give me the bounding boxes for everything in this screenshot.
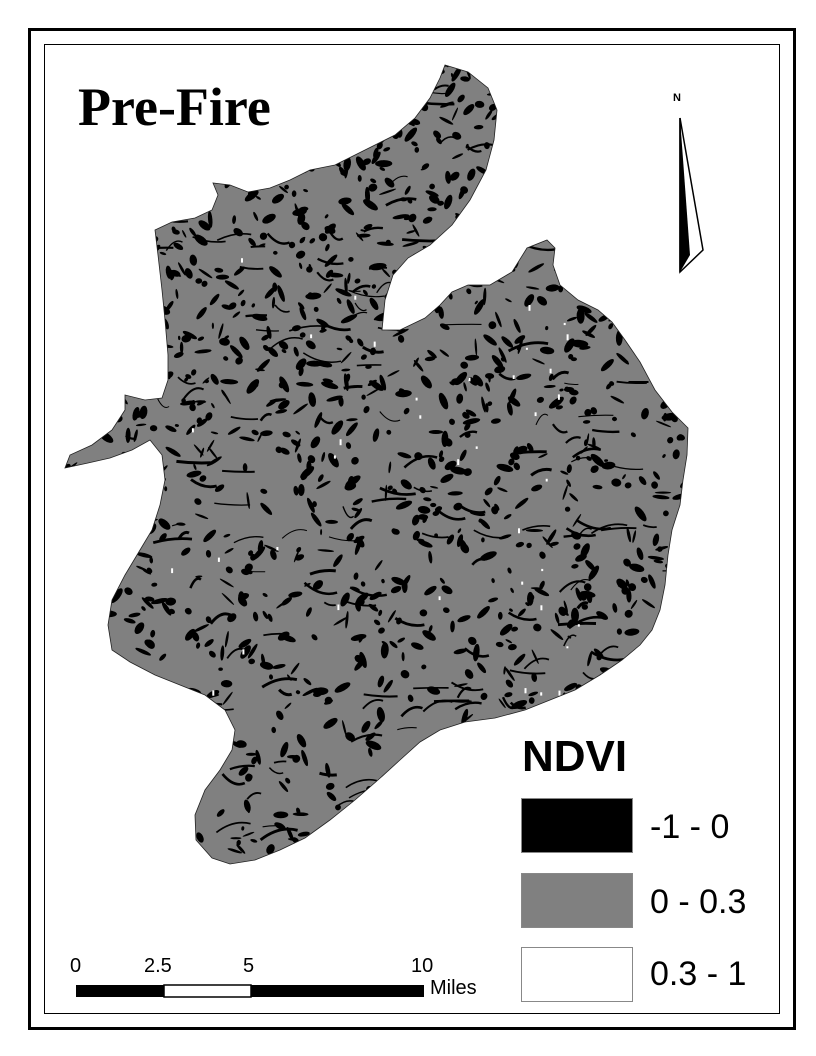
legend-label-low: -1 - 0	[650, 808, 730, 846]
scale-segment	[76, 985, 164, 997]
scale-tick-label: 5	[243, 955, 255, 977]
scale-bar	[76, 984, 424, 998]
legend-swatch-low	[521, 798, 633, 853]
scale-tick-label: 2.5	[144, 955, 172, 977]
legend-title: NDVI	[522, 732, 628, 781]
scale-unit-label: Miles	[430, 977, 477, 999]
scale-segment	[163, 984, 252, 998]
scale-segment	[251, 985, 424, 997]
north-arrow-icon	[679, 117, 704, 274]
scale-tick-label: 10	[411, 955, 434, 977]
map-title: Pre-Fire	[78, 77, 271, 137]
map-inner-frame	[44, 44, 780, 1014]
legend-label-mid: 0 - 0.3	[650, 883, 747, 921]
legend-swatch-mid	[521, 873, 633, 928]
scale-tick-label: 0	[70, 955, 82, 977]
north-label: N	[673, 92, 681, 104]
legend-swatch-high	[521, 947, 633, 1002]
burn-area-outline	[64, 64, 689, 865]
legend-label-high: 0.3 - 1	[650, 955, 747, 993]
